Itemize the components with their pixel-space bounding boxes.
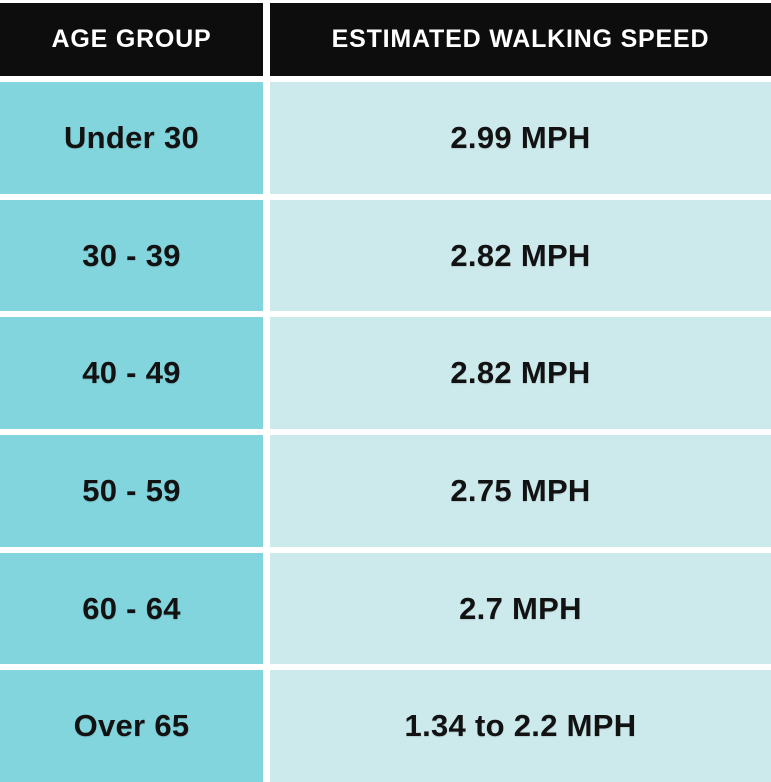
- walking-speed-cell: 2.82 MPH: [270, 199, 771, 312]
- table-row: 60 - 64 2.7 MPH: [0, 552, 771, 665]
- header-cell-walking-speed: ESTIMATED WALKING SPEED: [270, 3, 771, 76]
- walking-speed-cell: 1.34 to 2.2 MPH: [270, 670, 771, 782]
- walking-speed-cell: 2.7 MPH: [270, 552, 771, 665]
- table-row: Over 65 1.34 to 2.2 MPH: [0, 670, 771, 782]
- table-row: Under 30 2.99 MPH: [0, 82, 771, 194]
- walking-speed-cell: 2.75 MPH: [270, 435, 771, 547]
- age-group-cell: Under 30: [0, 82, 263, 194]
- age-group-cell: 40 - 49: [0, 317, 263, 430]
- header-cell-age-group: AGE GROUP: [0, 3, 263, 76]
- table-row: 40 - 49 2.82 MPH: [0, 317, 771, 430]
- age-group-cell: Over 65: [0, 670, 263, 782]
- age-group-cell: 50 - 59: [0, 435, 263, 547]
- age-group-cell: 30 - 39: [0, 199, 263, 312]
- table-row: 50 - 59 2.75 MPH: [0, 435, 771, 547]
- walking-speed-cell: 2.99 MPH: [270, 82, 771, 194]
- walking-speed-cell: 2.82 MPH: [270, 317, 771, 430]
- age-group-cell: 60 - 64: [0, 552, 263, 665]
- table-header-row: AGE GROUP ESTIMATED WALKING SPEED: [0, 3, 771, 76]
- table-row: 30 - 39 2.82 MPH: [0, 199, 771, 312]
